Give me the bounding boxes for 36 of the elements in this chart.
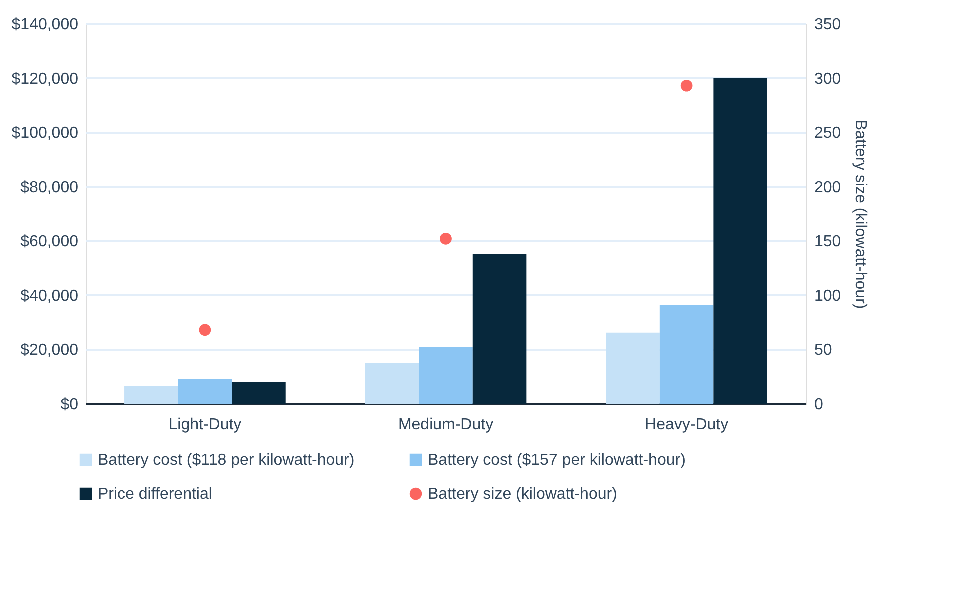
y-tick-label: $20,000 [20,342,79,360]
point [199,324,212,336]
y2-tick-label: 250 [814,125,842,142]
y-tick-label: $100,000 [12,125,79,142]
y-tick-label: $40,000 [20,288,79,305]
y-tick-label: $120,000 [12,70,79,88]
y2-axis-title: Battery size (kilowatt-hour) [852,120,870,310]
bar [606,332,660,404]
bar [124,386,178,404]
x-tick-label: Medium-Duty [398,416,494,434]
y-tick-label: $80,000 [20,179,79,196]
point [680,80,693,92]
y2-tick-label: 350 [814,16,842,34]
bar [365,363,420,404]
bar [178,379,232,404]
y-tick-label: $140,000 [12,16,79,34]
bar [714,78,768,404]
legend-label: Battery cost ($118 per kilowatt-hour) [98,452,355,469]
legend-label: Battery size (kilowatt-hour) [428,486,618,503]
bar [232,382,286,404]
y-tick-label: $60,000 [20,234,79,251]
x-tick-label: Heavy-Duty [645,416,729,434]
y-tick-label: $0 [60,396,79,414]
bar [660,305,714,404]
y2-tick-label: 150 [814,234,842,251]
y2-tick-label: 300 [814,70,842,88]
point [440,233,452,245]
y2-tick-label: 50 [814,342,832,360]
x-tick-label: Light-Duty [168,416,242,434]
y2-tick-label: 0 [814,396,824,414]
y2-tick-label: 100 [814,288,842,305]
y2-tick-label: 200 [814,179,842,196]
bar [419,348,473,404]
legend-label: Battery cost ($157 per kilowatt-hour) [428,452,686,469]
legend-label: Price differential [98,486,212,503]
bar [472,254,527,404]
